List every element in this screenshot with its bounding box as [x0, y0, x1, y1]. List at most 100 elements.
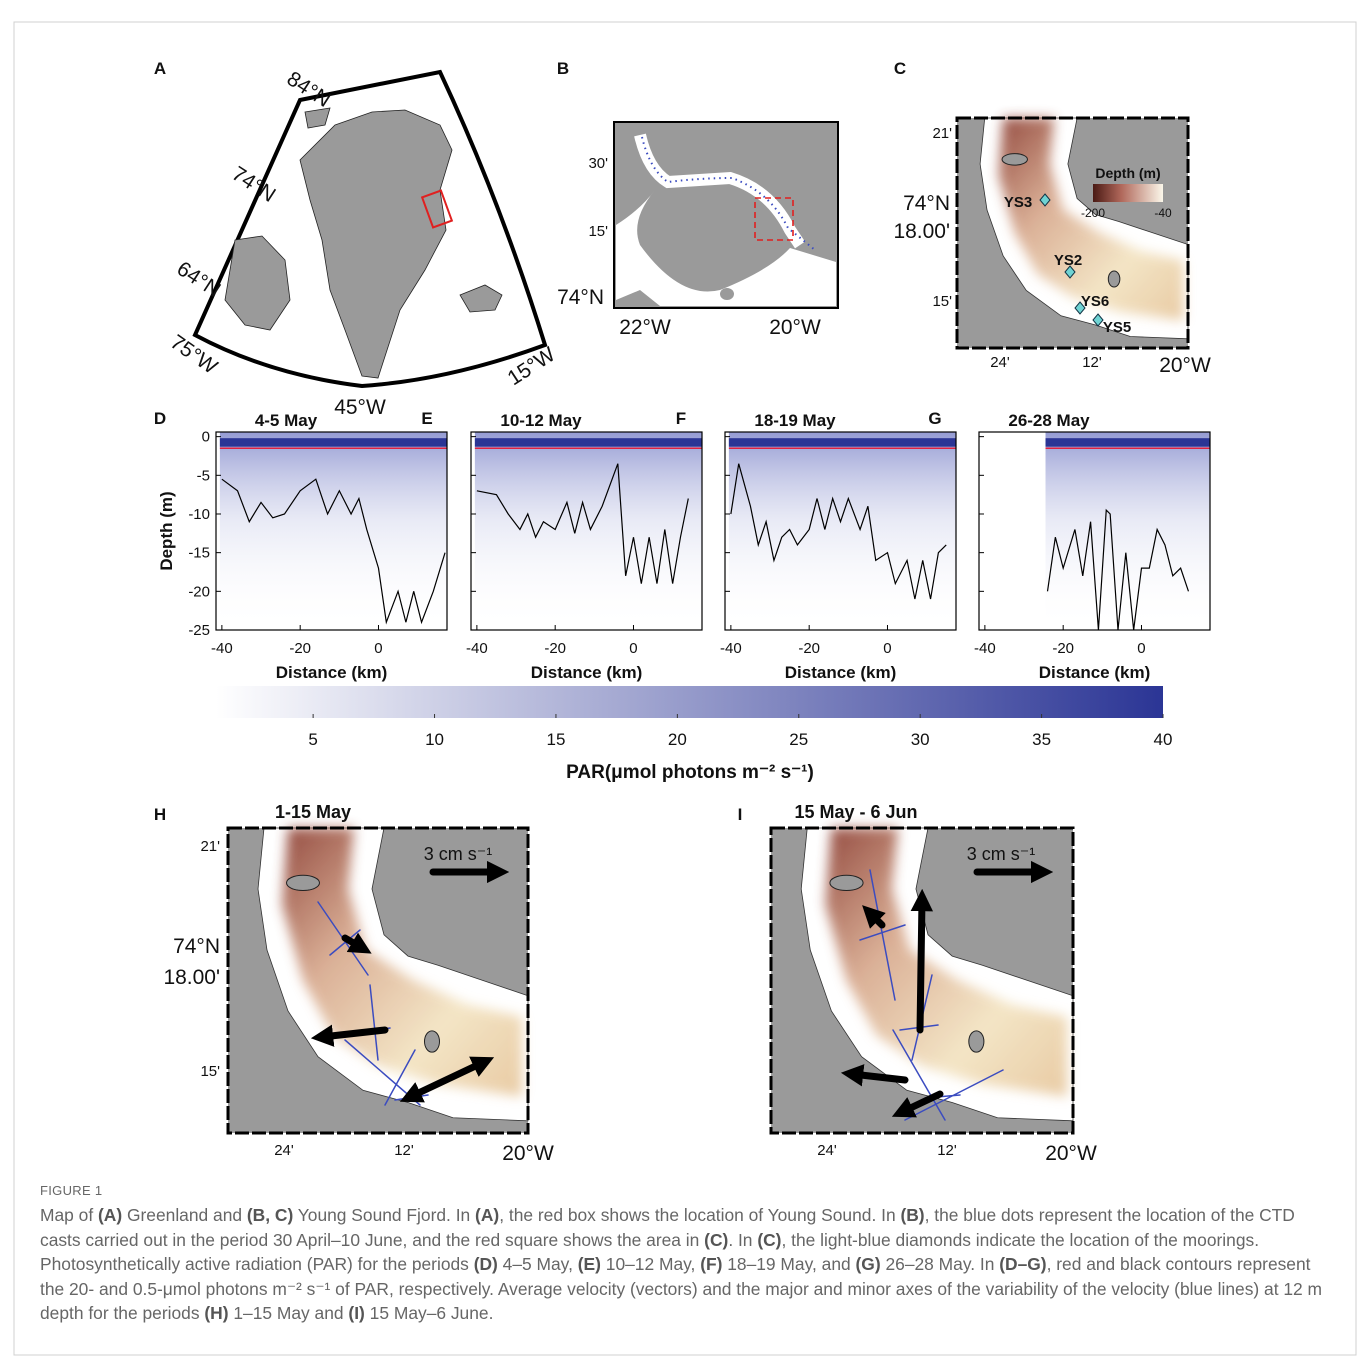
colorbar-tick-label: 35 — [1032, 730, 1051, 749]
caption-text: (I) — [348, 1303, 365, 1323]
caption-text: (C) — [704, 1229, 729, 1250]
x-tick-label: -40 — [211, 640, 233, 657]
colorbar-label: PAR(μmol photons m⁻² s⁻¹) — [566, 762, 814, 783]
panel-label: C — [894, 59, 906, 78]
caption-text: Greenland and — [122, 1205, 247, 1225]
caption: Map of (A) Greenland and (B, C) Young So… — [40, 1203, 1325, 1326]
caption-text: Map of — [40, 1205, 98, 1225]
par-field — [219, 432, 447, 630]
lat-label: 74°N — [903, 192, 950, 215]
lon-label: 20°W — [769, 316, 821, 339]
lon-label: 12' — [394, 1142, 414, 1159]
x-tick-label: -20 — [798, 640, 820, 657]
panel-title: 26-28 May — [1008, 411, 1090, 430]
x-tick-label: -40 — [974, 640, 996, 657]
lat-label: 15' — [932, 293, 952, 310]
lat-label: 15' — [588, 223, 608, 240]
figure-label: FIGURE 1 — [40, 1183, 103, 1198]
bathymetry — [825, 828, 1067, 1097]
panel-label: I — [738, 805, 743, 824]
par-field — [1045, 432, 1210, 630]
caption-text: , red and black contours represent the 2… — [40, 1254, 1323, 1323]
lon-label: 20°W — [1159, 354, 1211, 377]
velocity-map — [769, 826, 1075, 1135]
panel-title: 18-19 May — [754, 411, 836, 430]
par-surface — [219, 438, 447, 447]
caption-text: (D–G) — [999, 1254, 1047, 1274]
lon-label: 22°W — [619, 316, 671, 339]
caption-text: , the red box shows the location of Youn… — [499, 1205, 901, 1225]
scale-label: 3 cm s⁻¹ — [967, 844, 1036, 864]
y-tick-label: -25 — [188, 622, 210, 639]
figure-frame — [13, 21, 1357, 1356]
lon-label: 20°W — [1045, 1142, 1097, 1165]
caption-text: 4–5 May, — [497, 1254, 578, 1274]
caption-text: 26–28 May. In — [880, 1254, 1000, 1274]
x-tick-label: -20 — [544, 640, 566, 657]
plot-frame — [724, 431, 957, 631]
caption-text: (C) — [757, 1229, 782, 1250]
y-axis-label: Depth (m) — [157, 491, 176, 570]
colorbar-tick-label: 25 — [789, 730, 808, 749]
bathymetry — [282, 828, 522, 1097]
colorbar-tick-label: 20 — [668, 730, 687, 749]
caption-text: 18–19 May, and — [722, 1254, 856, 1274]
lon-label: 20°W — [502, 1142, 554, 1165]
young-sound-overview — [613, 121, 839, 309]
island — [1107, 270, 1121, 288]
lon-label: 24' — [817, 1142, 837, 1159]
lon-label: 12' — [937, 1142, 957, 1159]
panel-title: 10-12 May — [500, 411, 582, 430]
caption-text: . In — [728, 1229, 758, 1250]
caption-text: 15 May–6 June. — [364, 1303, 494, 1323]
caption-text: (E) — [577, 1254, 601, 1274]
panel-title: 15 May - 6 Jun — [794, 802, 917, 822]
velocity-map — [226, 826, 530, 1135]
lat-label: 18.00' — [163, 966, 220, 989]
y-tick-label: -15 — [188, 545, 210, 562]
panel-title: 1-15 May — [275, 802, 351, 822]
colorbar-tick-label: 15 — [546, 730, 565, 749]
contour-line — [1046, 508, 1190, 631]
lat-label: 21' — [932, 125, 952, 142]
x-tick-label: -20 — [289, 640, 311, 657]
panel-label: H — [154, 805, 166, 824]
lat-label: 30' — [588, 155, 608, 172]
y-tick-label: -5 — [197, 467, 210, 484]
par-surface — [474, 438, 702, 447]
x-axis-label: Distance (km) — [276, 663, 387, 682]
island — [286, 874, 320, 892]
moorings — [1039, 193, 1104, 327]
lat-label: 74°N — [173, 935, 220, 958]
x-axis-label: Distance (km) — [1039, 663, 1150, 682]
panel-label: F — [676, 409, 686, 428]
depth-map — [955, 116, 1190, 350]
colorbar-tick-label: 30 — [911, 730, 930, 749]
caption-text: (B) — [900, 1205, 925, 1225]
y-tick-label: -20 — [188, 583, 210, 600]
x-tick-label: 0 — [629, 640, 637, 657]
legend-tick: -40 — [1154, 206, 1172, 220]
mooring-label: YS5 — [1103, 319, 1131, 336]
plot-frame — [215, 431, 448, 631]
y-tick-label: -10 — [188, 506, 210, 523]
contour-line — [476, 463, 689, 584]
caption-text: (A) — [475, 1205, 500, 1225]
x-tick-label: -40 — [720, 640, 742, 657]
x-tick-label: -20 — [1052, 640, 1074, 657]
par-field — [728, 432, 956, 630]
lon-label: 12' — [1082, 354, 1102, 371]
x-tick-label: 0 — [1137, 640, 1145, 657]
y-tick-label: 0 — [202, 429, 210, 446]
panel-label: A — [154, 59, 166, 78]
map-frame — [226, 826, 530, 1135]
par-surface — [1045, 438, 1210, 447]
colorbar-tick-label: 40 — [1154, 730, 1173, 749]
greenland-map — [192, 69, 548, 389]
par-field — [474, 432, 702, 630]
lon-label: 45°W — [334, 396, 386, 419]
x-axis-label: Distance (km) — [531, 663, 642, 682]
plot-frame — [978, 431, 1211, 631]
island — [968, 1030, 985, 1053]
